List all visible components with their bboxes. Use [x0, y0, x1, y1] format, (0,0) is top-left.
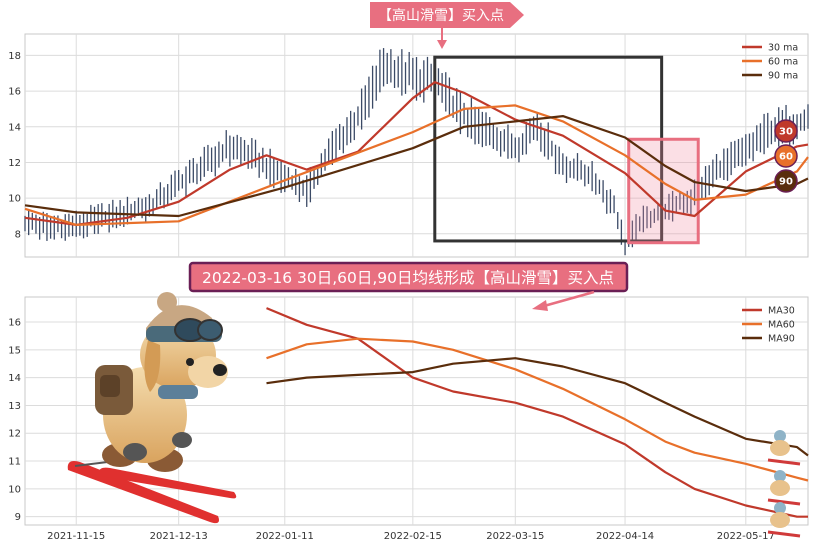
- bottom-y-ticks: 9 10 11 12 13 14 15 16: [8, 318, 21, 524]
- y-tick-label: 18: [8, 51, 21, 62]
- y-tick-label: 10: [8, 194, 21, 205]
- y-tick-label: 14: [8, 373, 21, 384]
- y-tick-label: 9: [15, 512, 21, 523]
- y-tick-label: 12: [8, 158, 21, 169]
- x-tick-label: 2022-05-17: [717, 531, 775, 542]
- top-title: 【高山滑雪】买入点: [378, 7, 504, 24]
- y-tick-label: 16: [8, 318, 21, 329]
- legend-label: 90 ma: [768, 71, 798, 82]
- highlight-boxes: [433, 55, 700, 245]
- ma-line: [266, 337, 809, 482]
- arrow-pointer-icon: [532, 300, 548, 311]
- end-badge-label: 90: [779, 177, 793, 188]
- ma-line: [24, 104, 809, 226]
- legend-label: 60 ma: [768, 57, 798, 68]
- end-badge-label: 60: [779, 152, 793, 163]
- x-tick-label: 2022-03-15: [486, 531, 544, 542]
- legend-label: MA30: [768, 306, 795, 317]
- bottom-ma-lines: [266, 307, 809, 518]
- top-ma-lines: [24, 81, 809, 226]
- end-badge: [774, 119, 798, 143]
- skiing-dog-illustration: [67, 292, 237, 524]
- y-tick-label: 14: [8, 122, 21, 133]
- bottom-title-banner: 2022-03-16 30日,60日,90日均线形成【高山滑雪】买入点: [188, 261, 629, 311]
- highlight-box-pink: [627, 137, 700, 245]
- legend-label: MA60: [768, 320, 795, 331]
- ma-line: [266, 357, 809, 457]
- y-tick-label: 16: [8, 87, 21, 98]
- price-bars: [24, 48, 809, 256]
- end-badges: 30 60 90: [774, 119, 798, 193]
- ma-line: [24, 115, 809, 218]
- bottom-title: 2022-03-16 30日,60日,90日均线形成【高山滑雪】买入点: [202, 269, 614, 287]
- ma-line: [24, 81, 809, 226]
- bottom-x-ticks: 2021-11-15 2021-12-13 2022-01-11 2022-02-15…: [47, 531, 775, 542]
- bottom-legend: MA30 MA60 MA90: [742, 306, 795, 345]
- top-panel: 8 10 12 14 16 18 30 ma 60 ma 90 ma 30 60 90: [8, 33, 809, 258]
- top-legend: 30 ma 60 ma 90 ma: [742, 43, 798, 82]
- y-tick-label: 13: [8, 401, 21, 412]
- legend-label: MA90: [768, 334, 795, 345]
- x-tick-label: 2022-04-14: [596, 531, 654, 542]
- x-tick-label: 2021-12-13: [150, 531, 208, 542]
- x-tick-label: 2022-02-15: [384, 531, 442, 542]
- top-y-ticks: 8 10 12 14 16 18: [8, 51, 21, 240]
- arrow-down-icon: [437, 40, 447, 49]
- y-tick-label: 15: [8, 345, 21, 356]
- y-tick-label: 12: [8, 429, 21, 440]
- highlight-box-dark: [433, 55, 664, 243]
- end-badge: [774, 169, 798, 193]
- x-tick-label: 2021-11-15: [47, 531, 105, 542]
- y-tick-label: 10: [8, 484, 21, 495]
- y-tick-label: 8: [15, 229, 21, 240]
- y-tick-label: 11: [8, 457, 21, 468]
- x-tick-label: 2022-01-11: [256, 531, 314, 542]
- end-badge-label: 30: [779, 127, 793, 138]
- legend-label: 30 ma: [768, 43, 798, 54]
- end-badge: [774, 144, 798, 168]
- small-skier-icons: [767, 430, 801, 538]
- top-title-banner: 【高山滑雪】买入点: [370, 2, 524, 49]
